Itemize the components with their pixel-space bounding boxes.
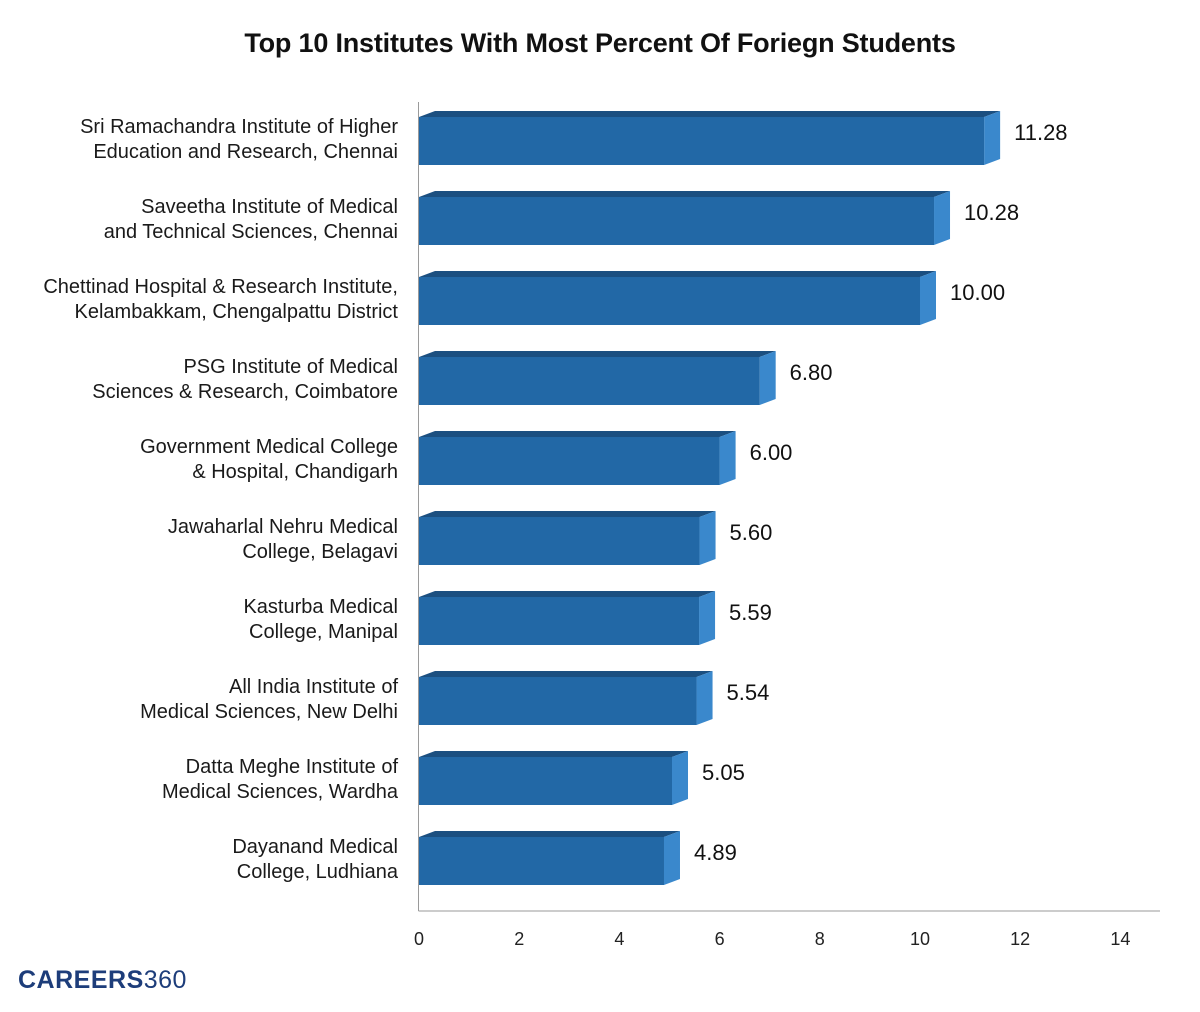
- data-label: 5.54: [727, 680, 770, 705]
- bar-side-face: [699, 591, 716, 645]
- category-label-line: College, Belagavi: [242, 541, 398, 563]
- category-label-line: Medical Sciences, Wardha: [162, 781, 399, 803]
- bar-front-face: [419, 757, 673, 805]
- category-label-line: Government Medical College: [140, 436, 398, 458]
- bar-front-face: [419, 597, 700, 645]
- category-label-line: Kelambakkam, Chengalpattu District: [75, 301, 399, 323]
- bar-side-face: [663, 831, 680, 885]
- data-label: 4.89: [694, 840, 737, 865]
- data-label: 11.28: [1014, 120, 1067, 145]
- bar-front-face: [419, 677, 697, 725]
- x-tick-label: 6: [715, 929, 725, 949]
- bar: [419, 191, 951, 245]
- x-tick-label: 0: [414, 929, 424, 949]
- labels-layer: 11.28 Sri Ramachandra Institute of Higher…: [43, 116, 1130, 949]
- bar-front-face: [419, 357, 760, 405]
- axis-layer: [418, 102, 1160, 912]
- bar-front-face: [419, 837, 664, 885]
- category-label-line: Education and Research, Chennai: [93, 141, 398, 163]
- x-tick-label: 14: [1110, 929, 1130, 949]
- category-label-line: and Technical Sciences, Chennai: [104, 221, 398, 243]
- category-label-line: College, Manipal: [249, 621, 398, 643]
- x-tick-label: 10: [910, 929, 930, 949]
- category-label-line: All India Institute of: [229, 676, 398, 698]
- category-label: PSG Institute of Medical Sciences & Resea…: [92, 356, 398, 403]
- category-label-line: Sciences & Research, Coimbatore: [92, 381, 398, 403]
- category-label-line: PSG Institute of Medical: [183, 356, 398, 378]
- bar-side-face: [759, 351, 776, 405]
- category-label: Dayanand Medical College, Ludhiana: [232, 836, 399, 883]
- bar-top-face: [419, 111, 1001, 117]
- bar-top-face: [419, 751, 689, 757]
- category-label-line: & Hospital, Chandigarh: [192, 461, 398, 483]
- bar-side-face: [920, 271, 936, 325]
- data-label: 5.60: [730, 520, 773, 545]
- bar-top-face: [419, 831, 680, 837]
- category-label: Kasturba Medical College, Manipal: [243, 596, 398, 643]
- bar-front-face: [419, 117, 985, 165]
- x-tick-label: 4: [614, 929, 624, 949]
- brand-text-360: 360: [143, 966, 187, 994]
- bar-front-face: [419, 277, 920, 325]
- bar-side-face: [719, 431, 736, 485]
- x-tick-label: 12: [1010, 929, 1030, 949]
- bar-top-face: [419, 671, 713, 677]
- category-label: Saveetha Institute of Medical and Technic…: [104, 196, 398, 243]
- data-label: 10.28: [964, 200, 1019, 225]
- category-label-line: Datta Meghe Institute of: [186, 756, 399, 778]
- bar: [419, 271, 936, 325]
- category-label-line: Saveetha Institute of Medical: [141, 196, 398, 218]
- bar-top-face: [419, 191, 951, 197]
- bar-top-face: [419, 591, 716, 597]
- bar-front-face: [419, 517, 700, 565]
- bar-side-face: [696, 671, 713, 725]
- bar: [419, 831, 680, 885]
- bar-top-face: [419, 271, 936, 277]
- category-label-line: Kasturba Medical: [243, 596, 398, 618]
- category-label: All India Institute of Medical Sciences, …: [140, 676, 398, 723]
- bar: [419, 751, 689, 805]
- category-label-line: College, Ludhiana: [237, 861, 399, 883]
- category-label: Chettinad Hospital & Research Institute,…: [43, 276, 398, 323]
- data-label: 5.59: [729, 600, 772, 625]
- bar: [419, 111, 1001, 165]
- brand-text-careers: CAREERS: [18, 966, 144, 994]
- bar-side-face: [934, 191, 951, 245]
- category-label: Datta Meghe Institute of Medical Sciences…: [162, 756, 399, 803]
- x-tick-label: 8: [815, 929, 825, 949]
- data-label: 6.00: [750, 440, 793, 465]
- category-label: Sri Ramachandra Institute of Higher Educa…: [80, 116, 398, 163]
- bars-layer: [419, 111, 1001, 885]
- category-label-line: Dayanand Medical: [232, 836, 398, 858]
- category-label-line: Jawaharlal Nehru Medical: [168, 516, 398, 538]
- bar: [419, 591, 716, 645]
- bar-side-face: [699, 511, 716, 565]
- category-label: Government Medical College & Hospital, Ch…: [140, 436, 398, 483]
- bar-top-face: [419, 511, 716, 517]
- data-label: 10.00: [950, 280, 1005, 305]
- bar: [419, 431, 736, 485]
- bar: [419, 511, 716, 565]
- category-label-line: Medical Sciences, New Delhi: [140, 701, 398, 723]
- bar-side-face: [984, 111, 1001, 165]
- bar: [419, 351, 776, 405]
- bar: [419, 671, 713, 725]
- x-tick-label: 2: [514, 929, 524, 949]
- bar-front-face: [419, 197, 935, 245]
- bar-top-face: [419, 431, 736, 437]
- data-label: 6.80: [790, 360, 833, 385]
- careers360-logo: CAREERS360: [18, 966, 187, 995]
- bar-side-face: [672, 751, 689, 805]
- chart-title: Top 10 Institutes With Most Percent Of F…: [244, 28, 956, 58]
- data-label: 5.05: [702, 760, 745, 785]
- category-label: Jawaharlal Nehru Medical College, Belagav…: [168, 516, 398, 563]
- bar-top-face: [419, 351, 776, 357]
- category-label-line: Sri Ramachandra Institute of Higher: [80, 116, 398, 138]
- category-label-line: Chettinad Hospital & Research Institute,: [43, 276, 398, 298]
- bar-front-face: [419, 437, 720, 485]
